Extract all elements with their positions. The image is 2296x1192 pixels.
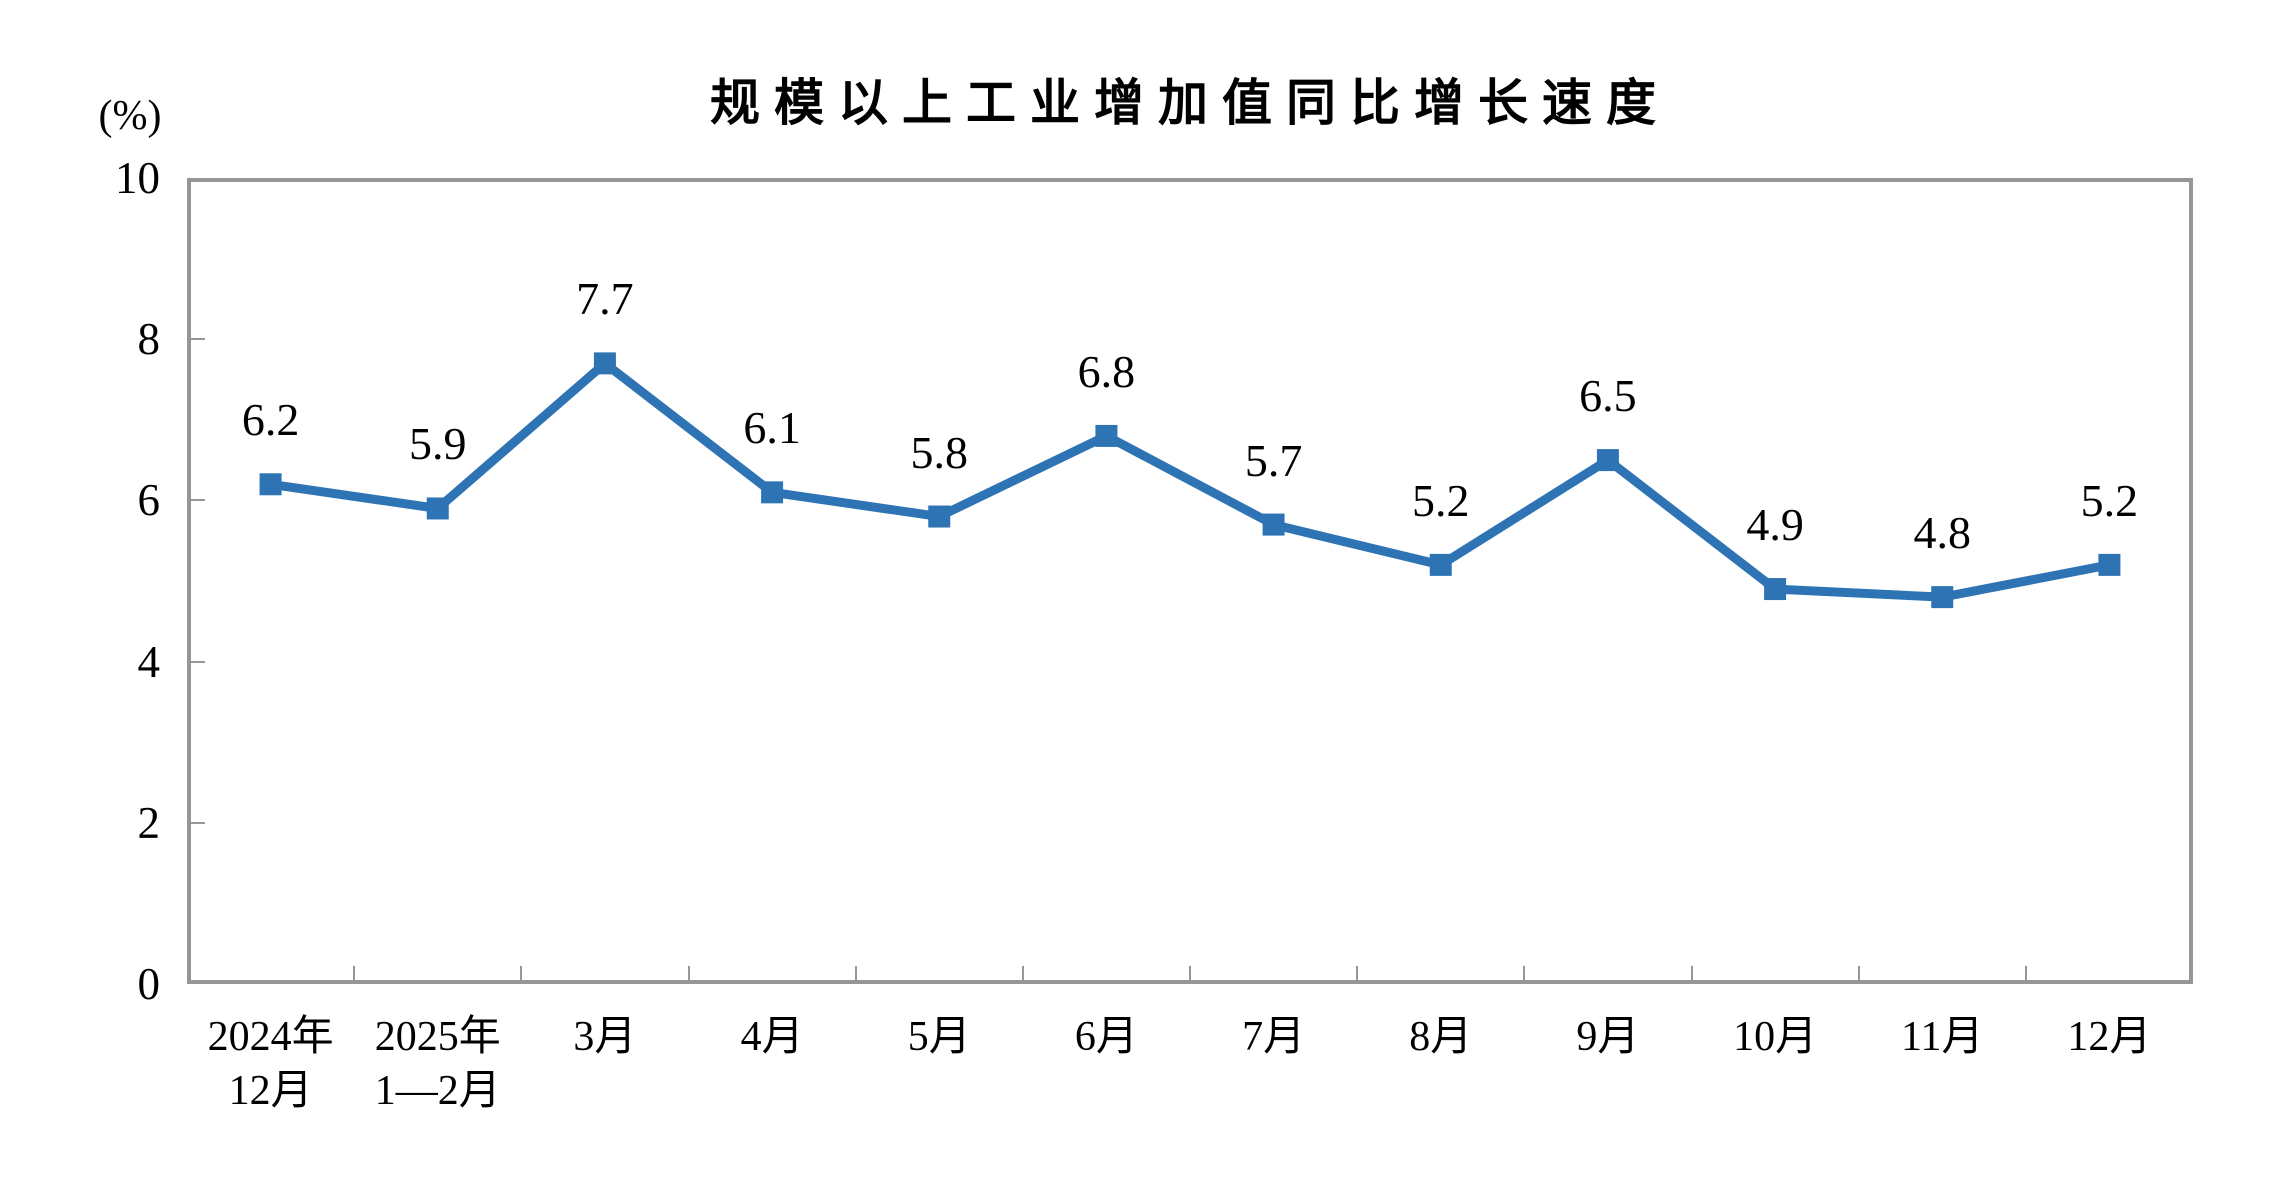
y-tick-mark [191, 499, 205, 502]
x-category-label: 6月 [1074, 1014, 1138, 1060]
data-point-marker [1931, 586, 1954, 609]
chart-title: 规模以上工业增加值同比增长速度 [710, 75, 1670, 131]
data-point-marker [2098, 553, 2121, 576]
x-tick-mark [2024, 966, 2027, 980]
x-tick-mark [353, 966, 356, 980]
x-tick-mark [1189, 966, 1191, 980]
data-point-marker [593, 352, 616, 375]
data-point-marker [426, 497, 449, 520]
x-tick-mark [1356, 966, 1359, 980]
x-category-label: 7月 [1242, 1014, 1306, 1060]
x-tick-mark [1690, 966, 1693, 980]
x-category-label: 2025年 1—2月 [374, 1014, 501, 1114]
data-point-marker [1095, 424, 1118, 447]
data-point-label: 6.2 [241, 394, 300, 446]
series-line [269, 357, 2111, 602]
data-point-label: 6.1 [743, 402, 801, 454]
x-tick-mark [854, 966, 857, 980]
y-tick-label: 8 [137, 314, 161, 365]
data-point-label: 5.9 [409, 418, 467, 470]
y-axis-unit-label: (%) [98, 93, 162, 139]
data-point-label: 7.7 [576, 273, 634, 325]
y-tick-mark [191, 821, 205, 824]
data-point-marker [928, 505, 951, 528]
y-tick-label: 6 [137, 475, 161, 526]
y-tick-label: 4 [137, 636, 161, 687]
y-tick-label: 10 [115, 153, 160, 203]
x-category-label: 10月 [1733, 1014, 1818, 1060]
data-point-label: 6.5 [1579, 370, 1637, 422]
data-point-label: 5.8 [910, 426, 969, 478]
y-tick-mark [191, 338, 205, 341]
y-tick-label: 0 [137, 959, 161, 1009]
x-category-label: 8月 [1409, 1014, 1473, 1060]
x-category-label: 11月 [1901, 1014, 1984, 1060]
data-point-marker [761, 481, 784, 504]
x-category-label: 4月 [740, 1014, 804, 1060]
x-tick-mark [1021, 966, 1024, 980]
data-point-label: 6.8 [1077, 345, 1136, 397]
data-point-marker [1764, 578, 1787, 601]
data-point-marker [1429, 553, 1452, 576]
plot-area [187, 178, 2193, 984]
x-category-label: 2024年 12月 [207, 1014, 334, 1114]
x-category-label: 9月 [1576, 1014, 1640, 1060]
y-tick-label: 2 [137, 797, 161, 848]
x-tick-mark [520, 966, 523, 980]
y-tick-mark [191, 660, 205, 663]
data-point-label: 5.2 [2080, 474, 2139, 526]
x-tick-mark [687, 966, 690, 980]
x-category-label: 12月 [2067, 1014, 2152, 1060]
x-category-label: 3月 [573, 1014, 637, 1060]
x-category-label: 5月 [907, 1014, 971, 1060]
x-tick-mark [1523, 966, 1526, 980]
x-tick-mark [1857, 966, 1860, 980]
data-point-marker [1596, 449, 1619, 472]
data-point-marker [259, 473, 282, 496]
data-point-label: 5.2 [1412, 474, 1470, 526]
data-point-label: 5.7 [1244, 434, 1303, 486]
data-point-label: 4.9 [1746, 499, 1804, 551]
data-point-marker [1262, 513, 1285, 536]
data-point-label: 4.8 [1913, 507, 1972, 559]
